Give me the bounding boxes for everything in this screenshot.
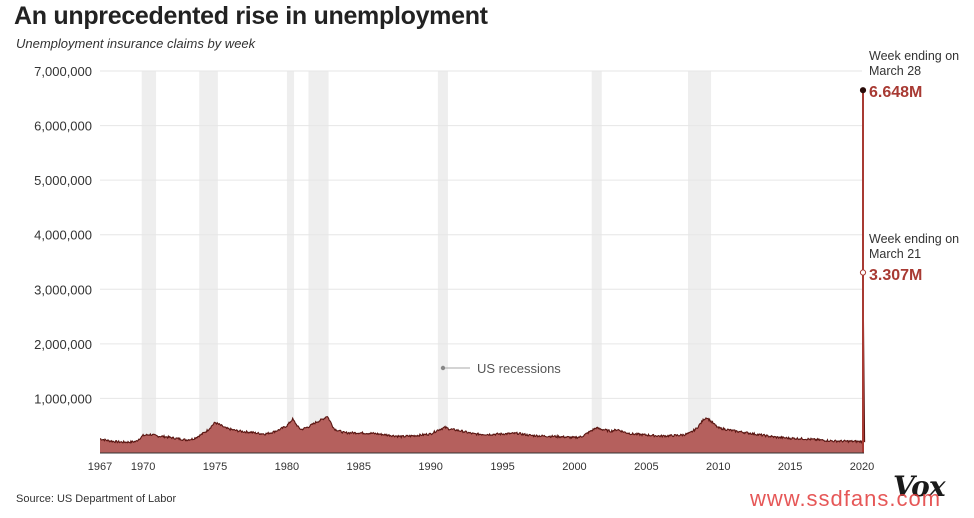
x-tick-label: 1985 <box>347 461 371 473</box>
recession-band <box>437 71 448 453</box>
recession-band <box>141 71 157 453</box>
gridlines <box>100 70 862 399</box>
annotation-label: Week ending on <box>869 49 959 63</box>
y-tick-label: 7,000,000 <box>34 64 92 79</box>
x-tick-label: 2020 <box>850 461 874 473</box>
watermark-text: www.ssdfans.com <box>750 486 942 511</box>
x-tick-label: 1980 <box>275 461 299 473</box>
annotation-date: March 28 <box>869 64 921 78</box>
vox-logo: Vox <box>893 470 946 503</box>
annotation-value: 3.307M <box>869 267 922 284</box>
recession-band <box>199 71 218 453</box>
recession-band <box>308 71 329 453</box>
x-tick-label: 2010 <box>706 461 730 473</box>
x-tick-label: 1975 <box>203 461 227 473</box>
annotation-dot <box>859 87 867 94</box>
recession-bands <box>141 71 712 453</box>
chart-subtitle: Unemployment insurance claims by week <box>16 36 256 51</box>
x-tick-label: 1970 <box>131 461 155 473</box>
y-tick-label: 5,000,000 <box>34 173 92 188</box>
recession-band <box>286 71 295 453</box>
x-tick-label: 1967 <box>88 461 112 473</box>
axes: 1,000,000 2,000,000 3,000,000 4,000,000 5,00… <box>34 64 874 473</box>
x-tick-label: 2015 <box>778 461 802 473</box>
x-tick-label: 2000 <box>562 461 586 473</box>
claims-line <box>100 90 866 445</box>
recession-band <box>591 71 602 453</box>
recession-legend-dot <box>440 365 446 371</box>
recession-band <box>688 71 712 453</box>
y-tick-label: 2,000,000 <box>34 337 92 352</box>
y-tick-label: 6,000,000 <box>34 119 92 134</box>
annotation-date: March 21 <box>869 247 921 261</box>
x-tick-label: 2005 <box>634 461 658 473</box>
x-tick-label: 1995 <box>490 461 514 473</box>
x-tick-label: 1990 <box>418 461 442 473</box>
annotation-label: Week ending on <box>869 232 959 246</box>
source-note: Source: US Department of Labor <box>16 493 177 505</box>
annotation-value: 6.648M <box>869 84 922 101</box>
recession-legend-label: US recessions <box>477 361 561 376</box>
y-tick-label: 4,000,000 <box>34 228 92 243</box>
y-tick-label: 3,000,000 <box>34 282 92 297</box>
annotation-dot <box>859 269 867 276</box>
chart-title: An unprecedented rise in unemployment <box>14 2 488 30</box>
y-tick-label: 1,000,000 <box>34 391 92 406</box>
